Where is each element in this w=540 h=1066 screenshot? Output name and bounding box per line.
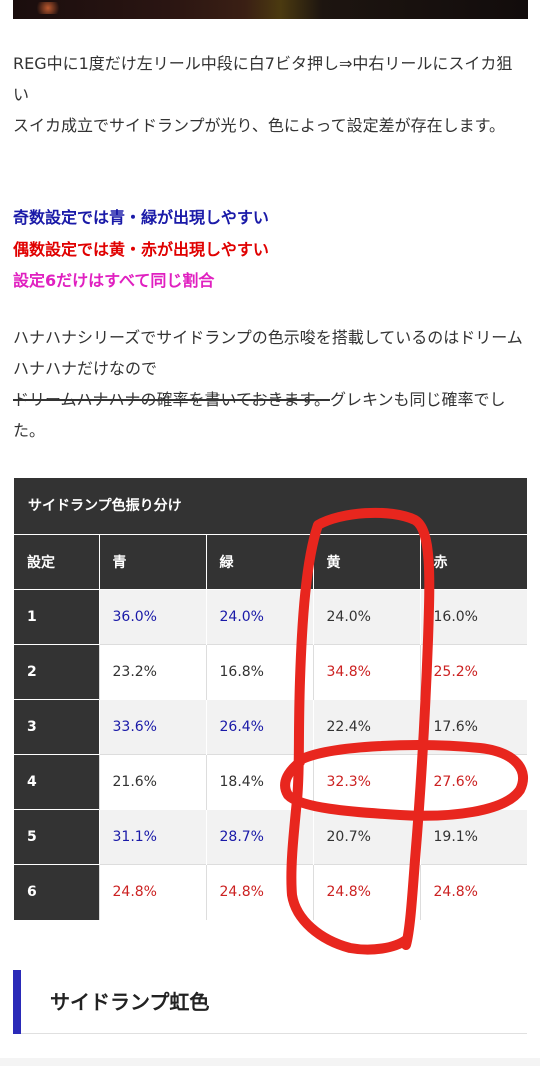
note-paragraph: ハナハナシリーズでサイドランプの色示唆を搭載しているのはドリームハナハナだけなの… <box>13 322 528 446</box>
header-yellow: 黄 <box>312 534 420 590</box>
cell-blue: 33.6% <box>98 699 206 755</box>
section-heading: サイドランプ虹色 <box>13 970 527 1034</box>
cell-green: 28.7% <box>205 809 313 865</box>
cell-green: 26.4% <box>205 699 313 755</box>
row-setting: 3 <box>14 699 99 755</box>
cell-yellow: 22.4% <box>312 699 420 755</box>
side-lamp-table: サイドランプ色振り分け 設定 青 緑 黄 赤 1 36.0% 24.0% 24.… <box>14 478 527 920</box>
cell-red: 27.6% <box>419 754 527 810</box>
note-line-2: グレキンも同じ確率でした。 <box>13 390 506 440</box>
cell-green: 18.4% <box>205 754 313 810</box>
intro-line-2: スイカ成立でサイドランプが光り、色によって設定差が存在します。 <box>13 116 506 135</box>
cell-green: 24.0% <box>205 589 313 645</box>
cell-yellow: 24.0% <box>312 589 420 645</box>
row-setting: 2 <box>14 644 99 700</box>
header-red: 赤 <box>419 534 527 590</box>
cell-red: 16.0% <box>419 589 527 645</box>
row-setting: 5 <box>14 809 99 865</box>
table-row: 5 31.1% 28.7% 20.7% 19.1% <box>14 809 527 865</box>
distribution-table: 設定 青 緑 黄 赤 1 36.0% 24.0% 24.0% 16.0% 2 2… <box>14 534 527 920</box>
bottom-strip <box>0 1058 540 1066</box>
note-line-1: ハナハナシリーズでサイドランプの色示唆を搭載しているのはドリームハナハナだけなの… <box>13 328 523 378</box>
header-blue: 青 <box>98 534 206 590</box>
cell-red: 25.2% <box>419 644 527 700</box>
table-title: サイドランプ色振り分け <box>14 478 527 534</box>
table-row: 2 23.2% 16.8% 34.8% 25.2% <box>14 644 527 700</box>
highlight-six: 設定6だけはすべて同じ割合 <box>13 271 215 290</box>
top-banner-image <box>13 0 528 19</box>
cell-blue: 31.1% <box>98 809 206 865</box>
intro-paragraph: REG中に1度だけ左リール中段に白7ビタ押し⇒中右リールにスイカ狙いスイカ成立で… <box>13 48 528 141</box>
table-row: 1 36.0% 24.0% 24.0% 16.0% <box>14 589 527 645</box>
row-setting: 1 <box>14 589 99 645</box>
section-heading-text: サイドランプ虹色 <box>50 990 210 1014</box>
cell-red: 24.8% <box>419 864 527 920</box>
table-row: 4 21.6% 18.4% 32.3% 27.6% <box>14 754 527 810</box>
heading-accent-bar <box>13 970 21 1034</box>
table-row: 3 33.6% 26.4% 22.4% 17.6% <box>14 699 527 755</box>
table-row: 6 24.8% 24.8% 24.8% 24.8% <box>14 864 527 920</box>
cell-blue: 23.2% <box>98 644 206 700</box>
cell-green: 24.8% <box>205 864 313 920</box>
table-header-row: 設定 青 緑 黄 赤 <box>14 534 527 590</box>
header-green: 緑 <box>205 534 313 590</box>
cell-red: 19.1% <box>419 809 527 865</box>
note-strikethrough: ドリームハナハナの確率を書いておきます。 <box>13 390 330 409</box>
cell-green: 16.8% <box>205 644 313 700</box>
cell-yellow: 34.8% <box>312 644 420 700</box>
cell-blue: 24.8% <box>98 864 206 920</box>
row-setting: 4 <box>14 754 99 810</box>
cell-yellow: 32.3% <box>312 754 420 810</box>
cell-blue: 21.6% <box>98 754 206 810</box>
header-setting: 設定 <box>14 534 99 590</box>
cell-red: 17.6% <box>419 699 527 755</box>
intro-line-1: REG中に1度だけ左リール中段に白7ビタ押し⇒中右リールにスイカ狙い <box>13 54 513 104</box>
highlight-odd: 奇数設定では青・緑が出現しやすい <box>13 208 269 227</box>
cell-blue: 36.0% <box>98 589 206 645</box>
cell-yellow: 24.8% <box>312 864 420 920</box>
row-setting: 6 <box>14 864 99 920</box>
banner-glow <box>33 2 63 14</box>
cell-yellow: 20.7% <box>312 809 420 865</box>
highlight-even: 偶数設定では黄・赤が出現しやすい <box>13 240 269 259</box>
